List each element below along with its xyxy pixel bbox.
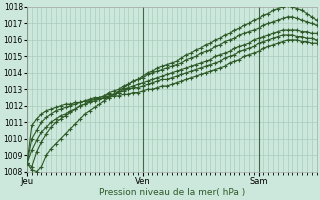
X-axis label: Pression niveau de la mer( hPa ): Pression niveau de la mer( hPa ) <box>99 188 245 197</box>
